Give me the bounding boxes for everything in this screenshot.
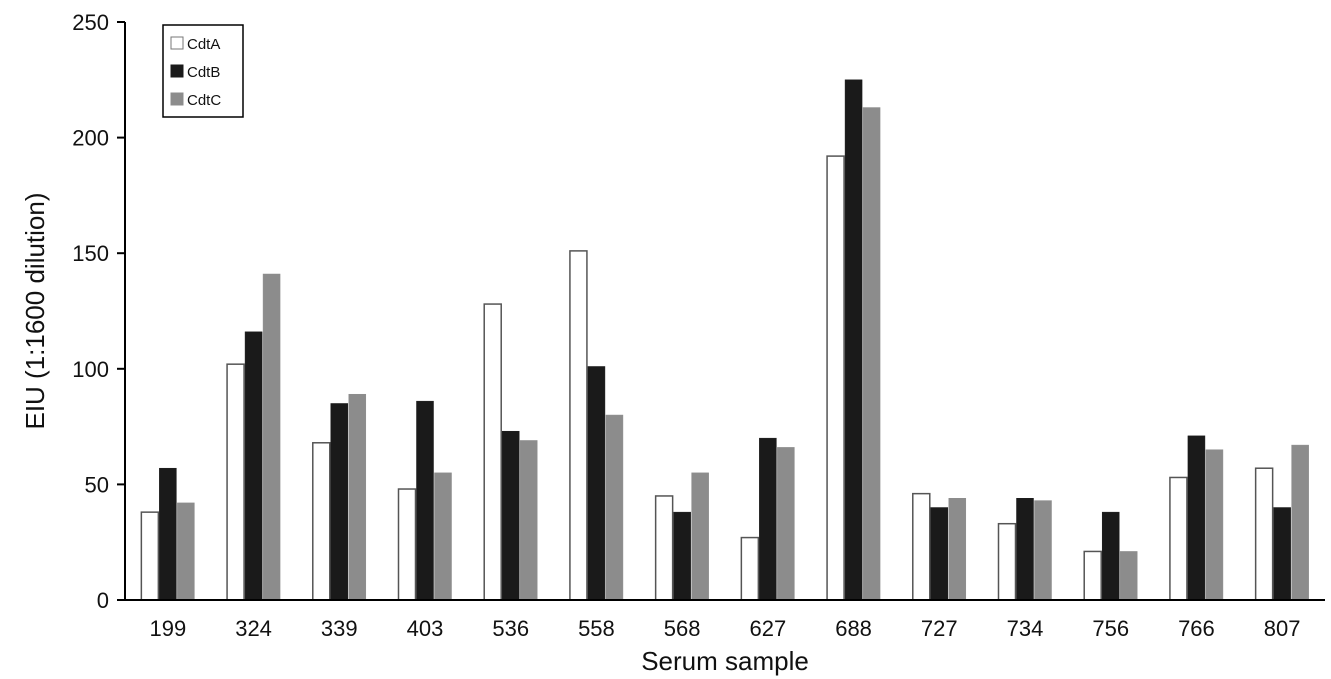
x-tick-label: 627 [749,616,786,641]
bar-cdtb-756 [1101,511,1120,601]
bar-cdtb-807 [1273,507,1291,601]
bar-cdtc-627 [777,447,795,601]
y-ticks: 0 50 100 150 200 250 [72,10,125,613]
bar-cdta-807 [1254,467,1274,601]
y-axis-title: EIU (1:1600 dilution) [20,192,50,429]
x-tick-label: 727 [921,616,958,641]
x-tick-label: 807 [1264,616,1301,641]
bar-cdta-727 [912,492,931,601]
bar-cdtb-734 [1016,498,1034,601]
axes-layer [124,22,1325,601]
bar-cdtb-324 [244,331,263,601]
x-axis-title: Serum sample [641,646,809,676]
x-tick-label: 558 [578,616,615,641]
x-tick-label: 403 [407,616,444,641]
bar-cdta-568 [654,495,674,601]
bar-cdta-627 [740,536,760,601]
bar-cdtb-339 [330,403,349,601]
bar-cdtc-403 [434,472,452,601]
bar-cdta-403 [397,488,417,601]
y-tick-label: 50 [85,472,109,497]
bar-cdtb-688 [844,79,863,601]
bar-cdta-339 [312,442,331,601]
bar-cdtb-568 [673,511,691,601]
bar-cdta-756 [1083,550,1102,601]
y-tick-label: 100 [72,357,109,382]
x-tick-label: 199 [149,616,186,641]
bar-cdtc-339 [348,393,367,601]
bar-cdtc-688 [862,107,881,601]
x-tick-label: 339 [321,616,358,641]
bar-cdta-199 [140,511,160,601]
bar-cdtc-756 [1119,551,1138,601]
bars-layer [140,79,1309,601]
bar-cdtb-766 [1187,435,1206,601]
bar-cdtb-403 [416,400,434,601]
legend-swatch-cdtc [170,92,184,106]
bar-cdtc-536 [519,440,538,601]
legend-label-cdta: CdtA [187,36,220,53]
bar-cdta-536 [483,303,502,601]
y-tick-label: 150 [72,241,109,266]
bar-cdta-324 [226,363,245,601]
bar-cdtc-727 [948,498,967,601]
bar-cdtc-766 [1205,449,1224,601]
bar-cdtb-727 [930,507,949,601]
legend-swatch-cdtb [170,64,184,78]
bar-cdtb-536 [501,430,520,601]
x-ticks: 199 324 339 403 536 558 568 627 688 727 734 756 766 8… [149,616,1300,641]
bar-cdta-558 [569,250,588,601]
y-tick-label: 250 [72,10,109,35]
bar-cdtc-734 [1034,500,1052,601]
bar-cdtc-558 [605,414,624,601]
bar-cdtb-199 [159,467,177,601]
legend-label-cdtb: CdtB [187,64,220,81]
legend-swatch-cdta [170,36,184,50]
bar-cdta-688 [826,155,845,601]
bar-cdta-766 [1169,476,1188,601]
bar-cdtc-324 [262,273,281,601]
x-tick-label: 568 [664,616,701,641]
y-tick-label: 200 [72,126,109,151]
bar-cdtb-627 [759,437,777,601]
x-tick-label: 734 [1007,616,1044,641]
bar-cdtc-568 [691,472,709,601]
y-tick-label: 0 [97,588,109,613]
legend-label-cdtc: CdtC [187,92,221,109]
x-tick-label: 536 [492,616,529,641]
bar-cdta-734 [997,522,1017,601]
x-tick-label: 756 [1092,616,1129,641]
x-tick-label: 324 [235,616,272,641]
x-tick-label: 766 [1178,616,1215,641]
bar-cdtc-807 [1291,444,1309,601]
legend: CdtA CdtB CdtC [162,24,244,118]
bar-cdtb-558 [587,366,606,601]
bar-cdtc-199 [177,502,195,601]
x-tick-label: 688 [835,616,872,641]
